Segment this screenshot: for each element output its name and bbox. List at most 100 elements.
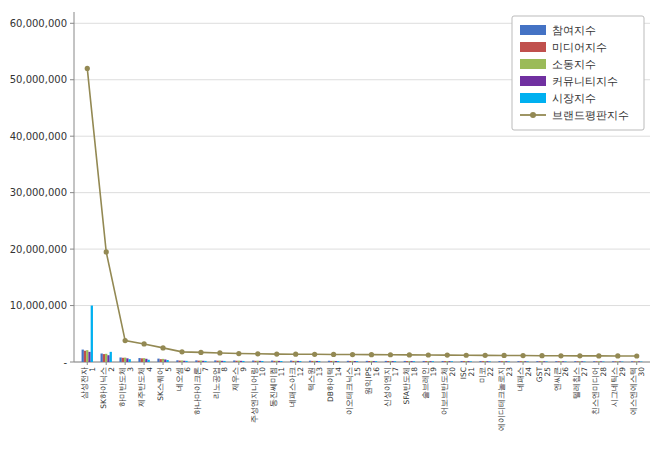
x-tick-label-group: 친스엔미디어28 <box>591 367 608 415</box>
bar <box>195 360 197 362</box>
x-tick-label-group: GST25 <box>535 367 552 383</box>
x-tick <box>504 362 505 365</box>
line-marker <box>634 353 639 358</box>
bar <box>204 361 206 362</box>
line-marker <box>407 352 412 357</box>
bar <box>185 361 187 362</box>
line-marker <box>142 341 147 346</box>
line-marker <box>179 349 184 354</box>
bar <box>126 358 128 362</box>
x-number-label: 10 <box>258 367 267 377</box>
bar <box>508 361 510 362</box>
bar <box>91 306 93 362</box>
chart: -10,000,00020,000,00030,000,00040,000,00… <box>0 0 660 463</box>
x-tick-label-group: 제우스9 <box>231 367 248 391</box>
line-marker <box>520 353 525 358</box>
line-marker <box>426 352 431 357</box>
bar <box>489 361 491 362</box>
line-marker <box>123 338 128 343</box>
bar <box>517 361 519 362</box>
bar <box>351 361 353 362</box>
bar <box>160 359 162 362</box>
bar <box>332 361 334 362</box>
bar <box>389 361 391 362</box>
bar <box>425 361 427 362</box>
line-marker <box>236 351 241 356</box>
bar <box>299 361 301 362</box>
line-marker <box>369 352 374 357</box>
x-tick-label-group: 동진쎄미켐11 <box>269 367 286 407</box>
bar <box>356 361 358 362</box>
bar <box>385 361 387 362</box>
x-category-label: 제주반도체 <box>137 367 146 407</box>
bar <box>614 361 616 362</box>
x-number-label: 27 <box>580 367 589 377</box>
bar <box>122 358 124 362</box>
bar <box>370 361 372 362</box>
x-number-label: 1 <box>88 367 97 372</box>
legend-label: 소동지수 <box>552 58 596 71</box>
grid-line <box>74 249 650 250</box>
bar <box>103 354 105 362</box>
line <box>87 68 636 356</box>
x-number-label: 20 <box>448 367 457 377</box>
y-tick <box>70 305 74 306</box>
line-series <box>85 66 640 359</box>
x-tick-label-group: 주성엔지니어링10 <box>250 367 267 423</box>
bar <box>105 354 107 362</box>
bar <box>411 361 413 362</box>
legend-bar-swatch <box>520 25 546 35</box>
x-number-label: 16 <box>372 367 381 377</box>
x-tick-label-group: 솔브레인19 <box>421 367 438 399</box>
bar <box>562 361 564 362</box>
bar <box>461 361 463 362</box>
y-tick-label: 40,000,000 <box>10 131 67 142</box>
bar <box>633 361 635 362</box>
bar <box>335 361 337 362</box>
bar <box>638 361 640 362</box>
x-tick <box>295 362 296 365</box>
y-grid <box>70 23 650 362</box>
bar <box>564 361 566 362</box>
bar <box>354 361 356 362</box>
x-tick-label-group: 미코22 <box>478 367 495 383</box>
bar <box>631 361 633 362</box>
bar <box>316 361 318 362</box>
bar <box>366 361 368 362</box>
y-tick <box>70 192 74 193</box>
y-tick-label: 10,000,000 <box>10 300 67 311</box>
x-tick <box>163 362 164 365</box>
x-number-label: 14 <box>334 367 343 377</box>
x-tick <box>144 362 145 365</box>
x-tick <box>333 362 334 365</box>
x-number-label: 21 <box>467 367 476 377</box>
x-category-label: 하나마이크론 <box>193 367 202 415</box>
bar <box>223 361 225 362</box>
bar <box>176 360 178 362</box>
bar <box>545 361 547 362</box>
bar-series <box>88 352 640 362</box>
x-tick-label-group: SK스퀘어5 <box>156 367 173 401</box>
bar <box>598 361 600 362</box>
bar <box>240 361 242 362</box>
x-tick <box>636 362 637 365</box>
line-marker <box>350 352 355 357</box>
x-category-label: 하미반도체 <box>118 367 127 407</box>
x-number-label: 2 <box>107 367 116 372</box>
x-tick <box>542 362 543 365</box>
x-tick <box>617 362 618 365</box>
bar <box>214 360 216 362</box>
x-tick <box>238 362 239 365</box>
x-number-label: 17 <box>391 367 400 377</box>
x-tick-label-group: 텔레칩스27 <box>572 367 589 399</box>
bar <box>292 361 294 362</box>
x-tick <box>371 362 372 365</box>
x-tick-label-group: 삼성전자1 <box>80 367 97 399</box>
bar-series <box>91 306 643 362</box>
bar <box>595 361 597 362</box>
bar <box>271 361 273 362</box>
legend-marker-swatch <box>530 112 536 118</box>
line-marker <box>577 353 582 358</box>
bar <box>297 361 299 362</box>
line-marker <box>445 353 450 358</box>
